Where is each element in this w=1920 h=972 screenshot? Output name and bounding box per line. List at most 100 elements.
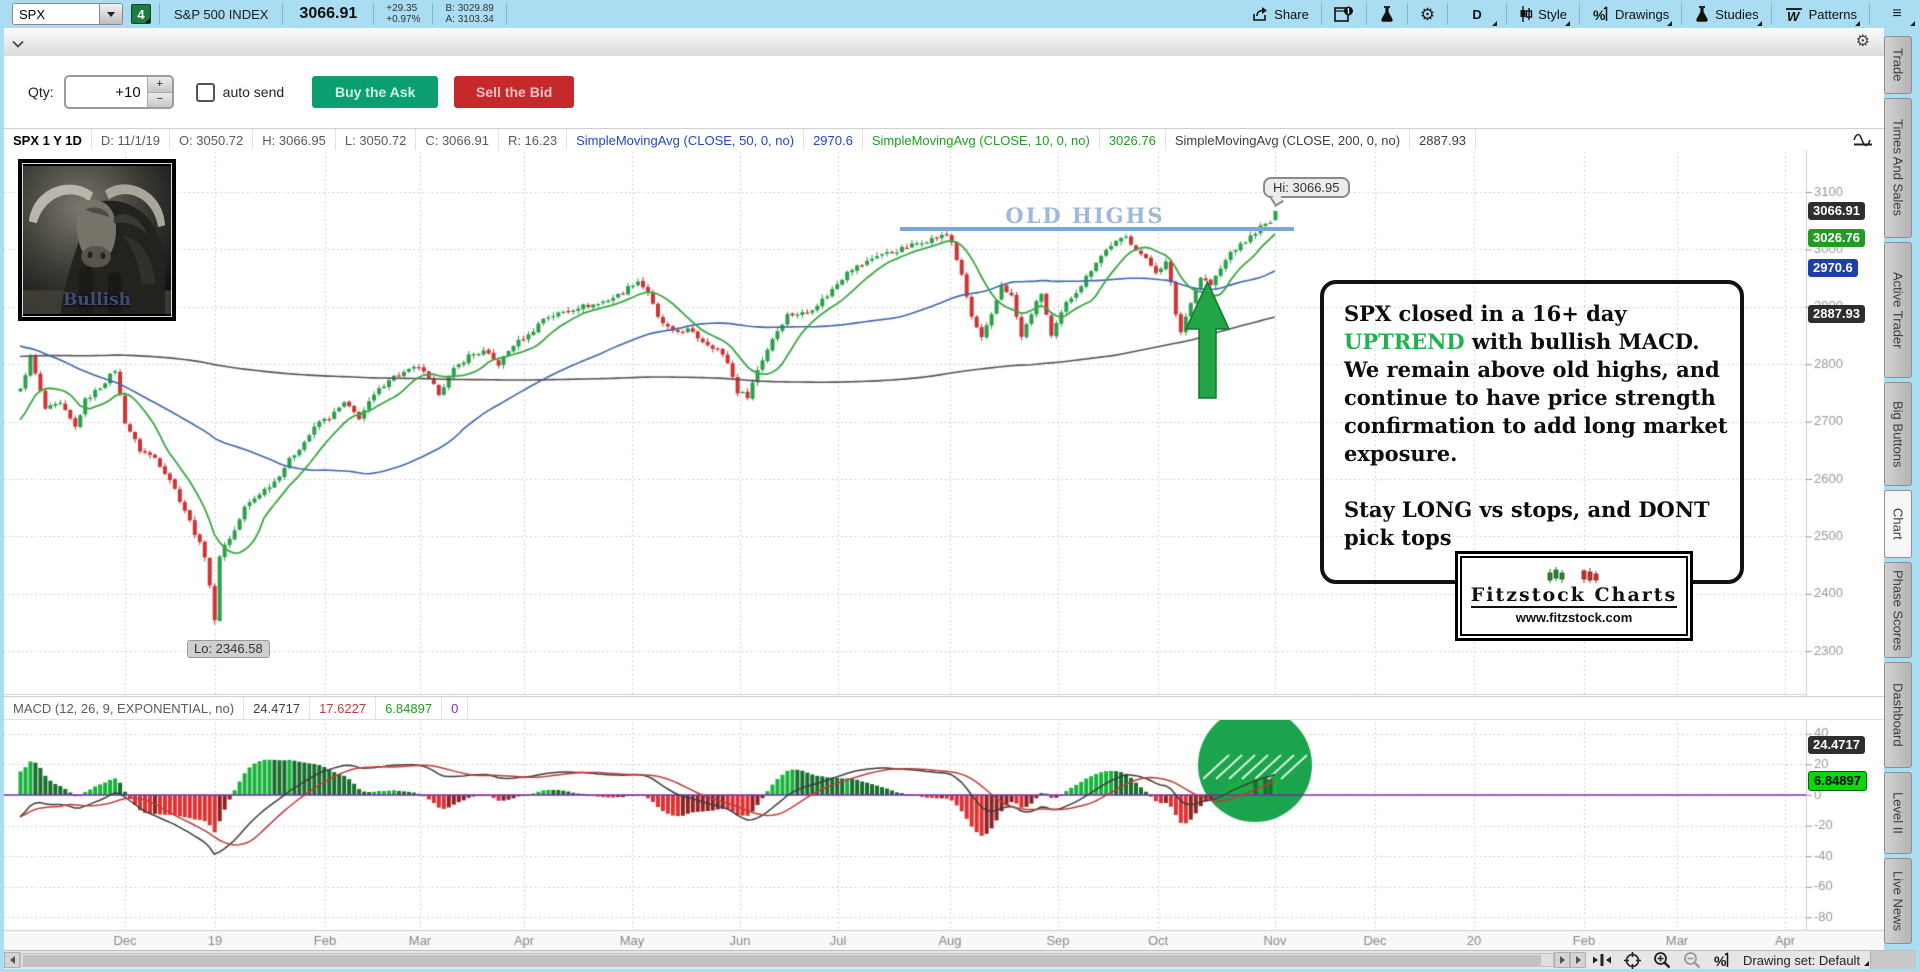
bottom-toolbar: % Drawing set: Default (4, 950, 1916, 969)
time-scrollbar[interactable] (20, 953, 1554, 967)
panel-collapse-strip: ⚙ (4, 28, 1884, 57)
candle-spacing-button[interactable] (1592, 953, 1612, 967)
collapse-chevron-button[interactable] (12, 35, 24, 53)
arrow-right-icon (1559, 956, 1565, 964)
symbol-dropdown-button[interactable] (99, 4, 122, 24)
qty-decrement-button[interactable]: − (147, 92, 172, 107)
sma10-price-tag: 3026.76 (1808, 229, 1865, 247)
toolbar-right: Share i ⚙ D Style (1247, 0, 1920, 28)
logo-candles-icon (1547, 567, 1599, 583)
fitzstock-logo-card: Fitzstock Charts www.fitzstock.com (1455, 551, 1693, 641)
bullish-arrow-annotation[interactable] (1184, 281, 1231, 399)
qty-value[interactable]: +10 (115, 83, 141, 101)
zoom-in-button[interactable] (1653, 951, 1671, 969)
quantity-stepper[interactable]: +10 + − (63, 75, 174, 109)
price-change: +29.35 +0.97% (386, 3, 421, 25)
patterns-button[interactable]: W Patterns (1780, 0, 1861, 28)
percent-scale-button[interactable]: % (1713, 951, 1731, 969)
drawings-button[interactable]: % Drawings (1588, 0, 1673, 28)
qty-increment-button[interactable]: + (147, 77, 172, 93)
dropdown-caret-icon (1565, 21, 1571, 26)
note-line: We remain above old highs, and (1344, 357, 1720, 382)
order-panel: Qty: +10 + − auto send Buy the Ask Sell … (4, 56, 1884, 128)
tab-phase-scores[interactable]: Phase Scores (1884, 562, 1912, 658)
trade-note-callout[interactable]: SPX closed in a 16+ day UPTREND with bul… (1320, 280, 1744, 584)
svg-text:%: % (1714, 953, 1727, 969)
strip-settings-button[interactable]: ⚙ (1856, 31, 1870, 51)
tab-trade[interactable]: Trade (1884, 36, 1912, 94)
study-sma10-label[interactable]: SimpleMovingAvg (CLOSE, 10, 0, no) (863, 129, 1100, 151)
macd-avg: 17.6227 (310, 697, 377, 719)
zoom-in-icon (1654, 952, 1671, 969)
dropdown-caret-icon (1756, 21, 1762, 26)
note-line: pick tops (1344, 525, 1452, 550)
bull-illustration (23, 166, 171, 314)
bid-ask: B: 3029.89 A: 3103.34 (445, 3, 494, 25)
scroll-left-button[interactable] (4, 952, 20, 968)
old-highs-label[interactable]: OLD HIGHS (1005, 203, 1165, 228)
style-button[interactable]: Style (1515, 0, 1571, 28)
tab-live-news[interactable]: Live News (1884, 858, 1912, 944)
old-highs-line[interactable] (900, 227, 1294, 231)
logo-url: www.fitzstock.com (1515, 610, 1633, 625)
symbol-name: S&P 500 INDEX (174, 6, 269, 22)
ohlc-range: R: 16.23 (499, 129, 568, 151)
qty-label: Qty: (28, 84, 54, 100)
study-sma200-label[interactable]: SimpleMovingAvg (CLOSE, 200, 0, no) (1166, 129, 1411, 151)
study-sma50-label[interactable]: SimpleMovingAvg (CLOSE, 50, 0, no) (567, 129, 805, 151)
flask-icon (1696, 5, 1708, 22)
note-line: SPX closed in a 16+ day (1344, 301, 1627, 326)
ohlc-high: H: 3066.95 (253, 129, 336, 151)
analyze-button[interactable] (1375, 0, 1399, 28)
symbol-input[interactable] (13, 4, 99, 24)
sma200-price-tag: 2887.93 (1808, 305, 1865, 323)
chart-settings-button[interactable] (1852, 131, 1884, 150)
flask-icon (1381, 5, 1393, 22)
top-toolbar: 4 S&P 500 INDEX 3066.91 +29.35+0.97% B: … (0, 0, 1920, 28)
share-button[interactable]: Share (1247, 0, 1313, 28)
arrow-left-icon (9, 956, 15, 964)
studies-button[interactable]: Studies (1690, 0, 1762, 28)
auto-send-checkbox[interactable] (195, 82, 215, 102)
notes-button[interactable]: i (1330, 0, 1358, 28)
scroll-right-fast-button[interactable] (1570, 952, 1586, 968)
gear-icon: ⚙ (1855, 33, 1870, 50)
crosshair-button[interactable] (1624, 951, 1641, 969)
settings-button[interactable]: ⚙ (1416, 0, 1439, 28)
study-sma10-value: 3026.76 (1100, 129, 1166, 151)
macd-diff-tag: 6.84897 (1808, 771, 1867, 791)
macd-label[interactable]: MACD (12, 26, 9, EXPONENTIAL, no) (4, 697, 245, 719)
scroll-right-button[interactable] (1554, 952, 1570, 968)
percent-drawing-icon: % (1593, 5, 1608, 23)
macd-header: MACD (12, 26, 9, EXPONENTIAL, no) 24.471… (4, 696, 1884, 720)
note-line: confirmation to add long market (1344, 413, 1728, 438)
tab-chart[interactable]: Chart (1884, 490, 1912, 558)
hi-callout: Hi: 3066.95 (1263, 177, 1350, 198)
svg-text:W: W (1787, 9, 1801, 22)
bullish-caption: Bullish (62, 290, 132, 310)
tab-times-and-sales[interactable]: Times And Sales (1884, 98, 1912, 238)
tab-big-buttons[interactable]: Big Buttons (1884, 382, 1912, 486)
macd-value-tag: 24.4717 (1808, 736, 1865, 754)
zoom-out-button[interactable] (1683, 951, 1701, 969)
study-sma50-value: 2970.6 (804, 129, 863, 151)
ohlc-close: C: 3066.91 (416, 129, 499, 151)
drawing-set-button[interactable]: Drawing set: Default (1737, 953, 1870, 968)
pattern-w-icon: W (1785, 8, 1802, 22)
bottom-bar-filler (1870, 951, 1916, 969)
menu-button[interactable]: ≡ (1878, 0, 1916, 28)
tab-level-ii[interactable]: Level II (1884, 772, 1912, 854)
arrow-right-icon (1575, 956, 1581, 964)
timeframe-button[interactable]: D (1456, 0, 1498, 28)
tab-active-trader[interactable]: Active Trader (1884, 242, 1912, 378)
chart-title: SPX 1 Y 1D (4, 129, 92, 151)
watchlist-badge[interactable]: 4 (131, 4, 151, 24)
sell-bid-button[interactable]: Sell the Bid (454, 76, 575, 108)
scrollbar-thumb[interactable] (23, 955, 1541, 967)
chevron-down-icon (107, 11, 115, 17)
buy-ask-button[interactable]: Buy the Ask (312, 76, 439, 108)
symbol-combo[interactable] (12, 3, 123, 25)
macd-zero: 0 (442, 697, 469, 719)
tab-dashboard[interactable]: Dashboard (1884, 662, 1912, 768)
